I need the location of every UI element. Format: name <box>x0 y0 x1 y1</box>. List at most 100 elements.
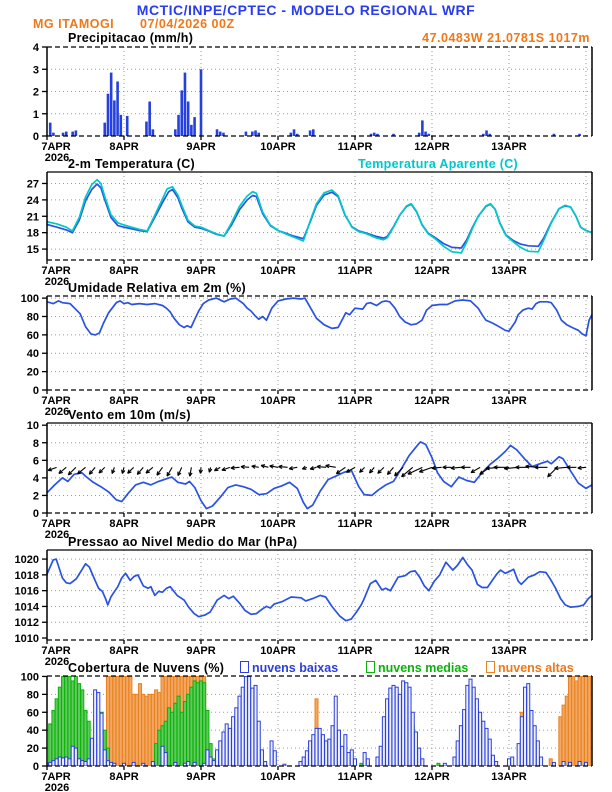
wind-vector-icon <box>188 467 193 477</box>
wind-vector-icon <box>394 466 404 477</box>
x-tick-label: 9APR <box>186 395 215 407</box>
x-tick-label: 12APR <box>414 518 450 530</box>
cloud-bar-low <box>481 720 486 766</box>
wind-vector-icon <box>251 464 259 469</box>
cloud-bar-low <box>561 761 566 766</box>
cloud-bar-mid <box>83 709 88 766</box>
precip-bar <box>485 130 488 136</box>
precip-bar <box>106 93 110 136</box>
wind-vector-icon <box>127 466 135 474</box>
cloud-bar-mid <box>77 683 82 766</box>
cloud-bar-mid <box>154 743 159 766</box>
precip-bar <box>190 124 193 136</box>
y-tick-label: 20 <box>27 367 39 379</box>
cloud-bar-low <box>401 680 406 766</box>
wind-vector-icon <box>208 467 213 473</box>
cloud-bar-low <box>211 760 216 766</box>
cloud-bar-high <box>548 758 553 766</box>
wind-vector-icon <box>145 466 154 474</box>
cloud-bar-low <box>353 758 357 766</box>
cloud-bar-mid <box>51 709 56 766</box>
cloud-bar-low <box>301 756 306 766</box>
cloud-bar-low <box>375 756 380 766</box>
y-tick-label: 4 <box>33 42 40 54</box>
cloud-bar-low <box>234 707 239 766</box>
precip-bar <box>578 133 581 136</box>
precip-bar <box>103 122 107 136</box>
x-tick-label: 13APR <box>491 141 527 153</box>
precip-bar <box>372 132 376 136</box>
low-cloud-swatch-icon <box>240 661 249 673</box>
legend-nuvens-medias: nuvens medias <box>366 661 468 675</box>
y-tick-label: 100 <box>21 671 39 683</box>
cloud-bar-low <box>529 709 534 766</box>
cloud-bar-high <box>587 676 592 766</box>
y-tick-label: 80 <box>27 311 39 323</box>
cloud-bar-low <box>410 711 415 766</box>
wind-vector-icon <box>554 465 567 471</box>
y-tick-label: 10 <box>27 420 39 432</box>
cloud-bar-low <box>218 740 223 766</box>
x-tick-label: 11APR <box>338 265 373 277</box>
precip-bar <box>254 130 257 136</box>
mid-cloud-swatch-icon <box>366 661 375 673</box>
cloud-bar-low <box>462 709 467 766</box>
y-tick-label: 0 <box>33 761 39 773</box>
cloud-bar-high <box>118 676 123 766</box>
page-title: MCTIC/INPE/CPTEC - MODELO REGIONAL WRF <box>136 2 476 18</box>
x-tick-label: 11APR <box>338 645 373 657</box>
cloud-bar-low <box>465 684 470 766</box>
cloud-bar-high <box>584 676 588 766</box>
cloud-bar-low <box>231 716 236 766</box>
cloud-bar-low <box>250 687 255 766</box>
cloud-bar-low <box>77 758 82 766</box>
x-tick-label: 12APR <box>414 141 450 153</box>
y-tick-label: 1018 <box>15 570 39 582</box>
y-tick-label: 4 <box>33 473 40 485</box>
wind-vector-icon <box>88 466 96 475</box>
cloud-bar-low <box>256 720 261 766</box>
precip-bar <box>61 132 65 136</box>
cloud-bar-high <box>131 693 136 766</box>
wind-vector-icon <box>431 465 442 471</box>
precip-bar <box>289 132 293 136</box>
wind-vector-icon <box>288 466 298 471</box>
precip-bar <box>71 131 74 136</box>
cloud-bar-low <box>317 727 322 766</box>
cloud-bar-low <box>61 757 66 766</box>
panel-title-apparent-temperature: Temperatura Aparente (C) <box>358 157 519 171</box>
cloud-bar-low <box>259 749 264 766</box>
cloud-bar-high <box>580 676 585 766</box>
cloud-bar-low <box>215 749 220 766</box>
cloud-bar-mid <box>436 762 441 766</box>
y-tick-label: 27 <box>27 178 39 190</box>
cloud-bar-high <box>109 676 114 766</box>
cloud-bar-low <box>163 752 168 766</box>
precip-bar <box>183 72 187 136</box>
wind-vector-icon <box>386 466 394 476</box>
cloud-bar-low <box>227 727 232 766</box>
x-tick-label: 9APR <box>186 771 215 783</box>
x-tick-label: 7APR <box>41 645 70 657</box>
run-datetime-label: 07/04/2026 00Z <box>140 17 235 31</box>
cloud-bar-low <box>523 686 528 766</box>
wind-vector-icon <box>359 466 366 473</box>
cloud-bar-low <box>532 725 537 766</box>
cloud-bar-mid <box>179 711 184 766</box>
wind-vector-icon <box>534 465 548 470</box>
precip-bar <box>148 101 151 136</box>
x-tick-label: 8APR <box>109 141 138 153</box>
cloud-bar-high <box>138 683 143 766</box>
x-tick-label: 7APR <box>41 518 70 530</box>
mslp-plot-area <box>47 556 592 622</box>
y-tick-label: 0 <box>33 131 39 143</box>
cloud-bar-mid <box>57 686 62 766</box>
cloud-bar-low <box>282 763 287 766</box>
cloud-bar-high <box>574 680 579 766</box>
cloud-bar-low <box>324 740 329 766</box>
cloud-bar-high <box>577 676 582 766</box>
cloud-bar-low <box>308 740 313 766</box>
legend-label-high: nuvens altas <box>498 661 574 675</box>
y-tick-label: 0 <box>33 385 39 397</box>
y-tick-label: 60 <box>27 330 39 342</box>
